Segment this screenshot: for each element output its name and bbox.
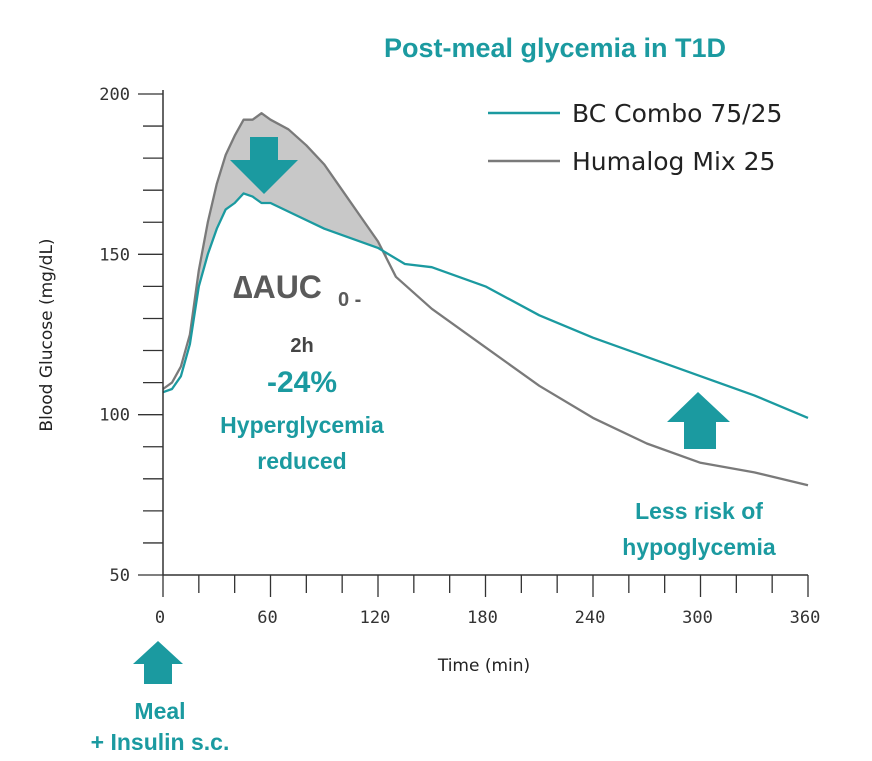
series-line-bc-combo bbox=[162, 192, 809, 419]
x-tick-label: 120 bbox=[360, 608, 391, 628]
y-tick-label: 50 bbox=[110, 566, 130, 586]
axes: 50 100 150 200 0 60 120 180 240 300 360 bbox=[99, 85, 820, 628]
x-tick-label: 0 bbox=[155, 608, 165, 628]
delta-auc-subscript: 0 - bbox=[338, 289, 361, 311]
delta-auc-period: 2h bbox=[290, 335, 313, 357]
legend-label-bc-combo: BC Combo 75/25 bbox=[572, 99, 782, 128]
series-lines bbox=[162, 112, 809, 487]
meal-label-line2: + Insulin s.c. bbox=[91, 729, 230, 755]
meal-label-line1: Meal bbox=[134, 698, 185, 724]
y-axis-label: Blood Glucose (mg/dL) bbox=[37, 238, 57, 431]
y-tick-label: 150 bbox=[99, 245, 130, 265]
x-axis-label: Time (min) bbox=[437, 656, 530, 676]
delta-auc-value: -24% bbox=[267, 366, 337, 399]
x-tick-label: 60 bbox=[257, 608, 277, 628]
x-tick-label: 240 bbox=[575, 608, 606, 628]
x-tick-label: 180 bbox=[467, 608, 498, 628]
chart-title: Post-meal glycemia in T1D bbox=[384, 33, 726, 63]
legend: BC Combo 75/25 Humalog Mix 25 bbox=[488, 99, 782, 176]
y-tick-label: 100 bbox=[99, 406, 130, 426]
hypoglycemia-label-line1: Less risk of bbox=[635, 498, 763, 524]
hypoglycemia-label-line2: hypoglycemia bbox=[622, 534, 776, 560]
down-arrow-icon bbox=[230, 137, 298, 194]
delta-auc-label: ∆AUC bbox=[233, 269, 322, 305]
series-line-humalog bbox=[162, 112, 809, 487]
legend-label-humalog: Humalog Mix 25 bbox=[572, 147, 775, 176]
x-tick-label: 360 bbox=[790, 608, 821, 628]
hyperglycemia-label-line1: Hyperglycemia bbox=[220, 412, 384, 438]
meal-arrow-icon bbox=[133, 641, 183, 684]
x-tick-label: 300 bbox=[682, 608, 713, 628]
y-tick-label: 200 bbox=[99, 85, 130, 105]
hyperglycemia-label-line2: reduced bbox=[257, 448, 346, 474]
up-arrow-icon bbox=[667, 392, 730, 449]
